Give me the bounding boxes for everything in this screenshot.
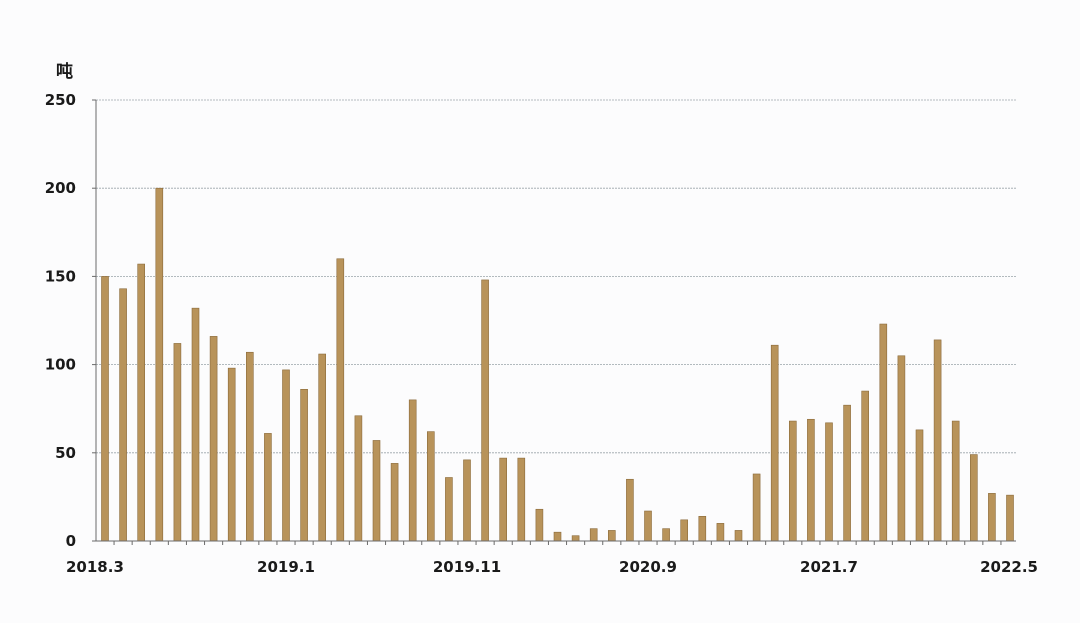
bar-2019.10	[445, 477, 453, 542]
bar-2021.12	[915, 429, 924, 542]
y-tick-label: 150	[45, 267, 76, 285]
x-tick-label: 2019.1	[257, 558, 315, 576]
bar-2021.9	[861, 390, 870, 542]
bar-2022.2	[951, 420, 960, 542]
bar-2022.3	[969, 454, 978, 542]
bar-2020.12	[698, 515, 707, 542]
bar-2018.8	[191, 307, 200, 542]
bar-2019.11	[463, 459, 471, 542]
bar-2020.10	[662, 528, 670, 542]
y-tick-label: 200	[45, 179, 76, 197]
bar-2022.4	[988, 493, 996, 542]
bar-2019.3	[318, 353, 327, 542]
bar-2019.4	[336, 258, 345, 542]
bar-2022.5	[1006, 494, 1014, 542]
bar-2018.11	[246, 351, 254, 542]
bar-2019.1	[282, 369, 290, 542]
bar-2021.11	[897, 355, 906, 542]
bar-2021.3	[752, 473, 761, 542]
bar-2020.4	[553, 531, 562, 542]
bar-2018.3	[101, 276, 109, 542]
bar-2022.1	[933, 339, 942, 542]
x-tick-label: 2018.3	[66, 558, 124, 576]
x-tick-label: 2022.5	[980, 558, 1038, 576]
bar-2018.4	[119, 288, 127, 542]
bar-2019.12	[481, 279, 489, 542]
bar-2020.6	[589, 528, 598, 542]
bar-2019.5	[354, 415, 363, 542]
x-tick-label: 2021.7	[800, 558, 858, 576]
y-tick-label: 250	[45, 91, 76, 109]
bar-2021.8	[843, 404, 851, 542]
bar-2020.7	[607, 530, 616, 542]
bar-2021.1	[716, 523, 725, 542]
bar-2018.7	[173, 343, 182, 542]
bar-2019.8	[408, 399, 417, 542]
y-tick-label: 50	[55, 444, 76, 462]
bar-2018.5	[137, 263, 145, 542]
bar-2020.2	[517, 457, 526, 542]
x-tick-label: 2020.9	[619, 558, 677, 576]
y-tick-label: 100	[45, 356, 76, 374]
y-axis-unit-label: 吨	[56, 61, 73, 82]
bar-2018.6	[155, 187, 164, 542]
bar-2020.11	[680, 519, 689, 542]
bar-2021.4	[770, 344, 779, 542]
bar-2020.8	[626, 478, 634, 542]
x-tick-label: 2019.11	[433, 558, 501, 576]
bar-2019.2	[300, 388, 308, 542]
y-tick-label: 0	[66, 532, 76, 550]
bar-2021.5	[788, 420, 797, 542]
bar-2020.1	[499, 457, 508, 542]
bar-2018.9	[209, 336, 218, 542]
bar-2021.6	[807, 418, 815, 542]
bar-2020.3	[535, 508, 544, 542]
bar-2019.7	[390, 463, 399, 542]
bar-2018.12	[264, 433, 272, 542]
bar-2020.5	[571, 535, 580, 542]
x-axis-tick-labels: 2018.3 2019.1 2019.11 2020.9 2021.7 2022.5	[66, 541, 1038, 576]
y-axis-tick-labels: 0 50 100 150 200 250	[45, 91, 76, 550]
bar-2021.2	[734, 530, 743, 542]
bar-2021.7	[825, 422, 833, 542]
bar-2020.9	[644, 510, 652, 542]
bar-2019.6	[372, 440, 381, 542]
bar-2021.10	[879, 323, 888, 542]
bar-2019.9	[426, 431, 435, 542]
bar-2018.10	[227, 367, 236, 542]
